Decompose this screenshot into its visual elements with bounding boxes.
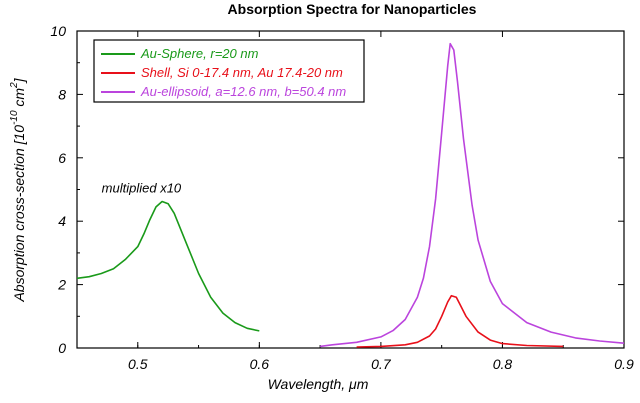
y-axis-label-main: Absorption cross-section [10 [11, 125, 27, 303]
y-tick-label: 2 [57, 277, 66, 293]
legend-box [93, 39, 365, 103]
y-axis-label-close: ] [11, 77, 27, 84]
x-tick-label: 0.7 [371, 356, 392, 372]
y-tick-label: 8 [58, 86, 66, 102]
y-tick-label: 0 [58, 340, 66, 356]
chart-title: Absorption Spectra for Nanoparticles [228, 1, 477, 17]
y-axis-label-unit: cm [11, 88, 27, 111]
annotation-multiplied: multiplied x10 [102, 181, 182, 196]
x-axis-label: Wavelength, μm [268, 376, 369, 392]
series-lines [76, 42, 625, 348]
legend-label-1: Shell, Si 0-17.4 nm, Au 17.4-20 nm [141, 65, 343, 80]
y-tick-label: 4 [58, 213, 66, 229]
series-line-1 [356, 294, 564, 348]
y-axis-ticks: 0 2 4 6 8 10 [50, 23, 624, 356]
legend-label-0: Au-Sphere, r=20 nm [140, 46, 259, 61]
y-axis-label-exp: -10 [9, 110, 20, 125]
legend: Au-Sphere, r=20 nm Shell, Si 0-17.4 nm, … [93, 39, 365, 103]
x-axis-ticks: 0.5 0.6 0.7 0.8 0.9 [76, 31, 634, 372]
x-tick-label: 0.6 [250, 356, 270, 372]
y-tick-label: 6 [58, 150, 66, 166]
x-tick-label: 0.9 [614, 356, 634, 372]
x-tick-label: 0.5 [128, 356, 148, 372]
series-line-2 [319, 42, 625, 348]
y-tick-label: 10 [50, 23, 66, 39]
y-axis-label: Absorption cross-section [10-10 cm2] [9, 77, 27, 302]
y-axis-label-unit-exp: 2 [9, 82, 20, 89]
legend-label-2: Au-ellipsoid, a=12.6 nm, b=50.4 nm [140, 84, 346, 99]
series-line-0 [76, 200, 260, 332]
x-tick-label: 0.8 [493, 356, 513, 372]
